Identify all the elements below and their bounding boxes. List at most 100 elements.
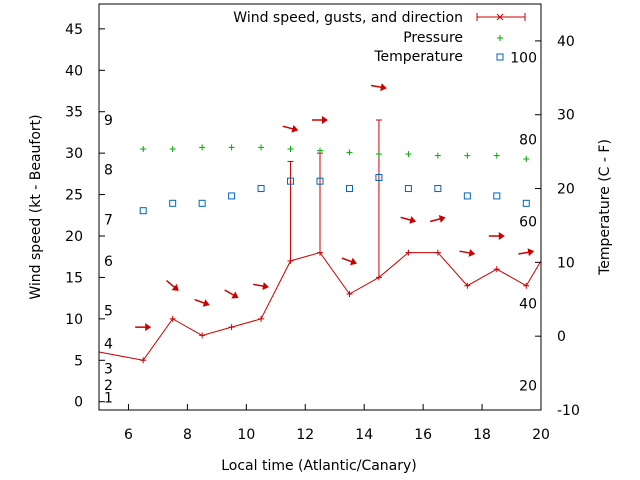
wind-direction-arrow — [429, 215, 446, 223]
pressure-point — [346, 149, 353, 156]
pressure-point — [287, 146, 294, 152]
wind-speed-point — [258, 315, 265, 322]
pressure-point — [317, 147, 323, 154]
legend-pressure-swatch — [497, 35, 503, 41]
y-tick-label-left: 40 — [65, 63, 83, 79]
arrow-head — [291, 124, 299, 133]
wind-direction-arrow — [194, 298, 210, 307]
fahrenheit-label: 100 — [510, 50, 537, 66]
pressure-point — [199, 144, 206, 151]
beaufort-label: 5 — [104, 304, 113, 320]
wind-direction-arrow — [488, 232, 505, 240]
y-tick-label-right: 30 — [557, 108, 575, 124]
wind-speed-line — [99, 251, 541, 361]
x-tick-label: 8 — [183, 427, 192, 443]
pressure-point — [169, 146, 176, 152]
x-tick-label: 16 — [414, 427, 432, 443]
x-tick-label: 6 — [124, 427, 133, 443]
temperature-point — [434, 185, 442, 193]
temperature-point — [493, 192, 501, 200]
temperature-point — [463, 192, 471, 200]
temperature-point — [198, 199, 206, 207]
x-axis-label: Local time (Atlantic/Canary) — [221, 458, 417, 474]
wind-direction-arrow — [282, 124, 299, 133]
beaufort-label: 2 — [104, 378, 113, 394]
x-tick-label: 14 — [355, 427, 373, 443]
arrow-head — [498, 232, 505, 240]
arrow-head — [468, 248, 476, 257]
pressure-point — [228, 144, 235, 151]
pressure-point — [405, 150, 412, 157]
temperature-point — [316, 177, 324, 185]
temperature-point — [404, 185, 412, 193]
y-axis-label-left: Wind speed (kt - Beaufort) — [28, 114, 44, 299]
fahrenheit-label: 20 — [519, 378, 537, 394]
wind-speed-point — [523, 282, 530, 289]
y-tick-label-left: 20 — [65, 229, 83, 245]
label-layer: 6 8 10 12 14 16 18 20051015202530354045-1001020… — [65, 22, 580, 443]
beaufort-label: 1 — [104, 391, 113, 407]
wind-direction-arrow — [370, 83, 387, 92]
legend-temperature-label: Temperature — [373, 49, 463, 65]
beaufort-label: 7 — [104, 212, 113, 228]
wind-direction-arrow — [166, 279, 179, 291]
plot-frame — [98, 3, 542, 411]
wind-direction-arrow — [135, 323, 152, 332]
pressure-point — [493, 152, 500, 159]
legend-temperature-swatch — [496, 53, 504, 61]
arrow-head — [349, 257, 357, 266]
beaufort-label: 9 — [104, 113, 113, 129]
series-layer — [99, 83, 541, 364]
wind-speed-point — [493, 266, 500, 273]
arrow-head — [262, 282, 269, 291]
legend-wind-swatch — [476, 13, 526, 21]
pressure-point — [464, 152, 471, 159]
y-tick-label-right: 10 — [557, 255, 575, 271]
fahrenheit-label: 80 — [519, 132, 537, 148]
y-axis-label-right: Temperature (C - F) — [597, 139, 613, 276]
pressure-point — [434, 152, 441, 159]
y-tick-label-left: 45 — [65, 22, 83, 38]
wind-direction-arrow — [224, 289, 239, 299]
wind-speed-point — [434, 249, 441, 256]
beaufort-label: 3 — [104, 362, 113, 378]
arrow-head — [231, 291, 239, 299]
wind-direction-arrow — [400, 216, 417, 224]
y-tick-label-right: 40 — [557, 34, 575, 50]
arrow-head — [409, 216, 417, 224]
wind-speed-point — [405, 249, 412, 256]
legend-wind-label: Wind speed, gusts, and direction — [233, 10, 463, 26]
wind-speed-point — [346, 291, 353, 297]
legend-pressure-label: Pressure — [403, 30, 463, 46]
wind-direction-arrow — [341, 257, 357, 266]
legend: Wind speed, gusts, and direction Pressur… — [233, 10, 526, 65]
temperature-point — [345, 185, 353, 193]
pressure-point — [523, 155, 530, 162]
pressure-point — [258, 144, 265, 151]
y-tick-label-left: 5 — [74, 353, 83, 369]
tick-layer — [99, 28, 542, 411]
y-tick-label-right: 20 — [557, 182, 575, 198]
fahrenheit-label: 60 — [519, 214, 537, 230]
y-tick-label-left: 0 — [74, 395, 83, 411]
wind-speed-point — [464, 282, 471, 289]
y-tick-label-left: 25 — [65, 188, 83, 204]
wind-speed-point — [287, 257, 294, 264]
arrow-head — [438, 215, 446, 223]
arrow-head — [171, 283, 179, 291]
wind-direction-arrow — [253, 282, 269, 291]
y-tick-label-left: 15 — [65, 270, 83, 286]
beaufort-label: 8 — [104, 163, 113, 179]
beaufort-label: 4 — [104, 337, 113, 353]
arrow-head — [145, 323, 152, 332]
arrow-head — [202, 299, 210, 307]
y-tick-label-left: 30 — [65, 146, 83, 162]
wind-speed-point — [199, 332, 206, 339]
beaufort-label: 6 — [104, 254, 113, 270]
wind-speed-point — [169, 315, 176, 322]
fahrenheit-label: 40 — [519, 296, 537, 312]
temperature-point — [522, 199, 530, 207]
x-tick-label: 10 — [237, 427, 255, 443]
x-tick-label: 12 — [296, 427, 314, 443]
temperature-point — [287, 177, 295, 185]
